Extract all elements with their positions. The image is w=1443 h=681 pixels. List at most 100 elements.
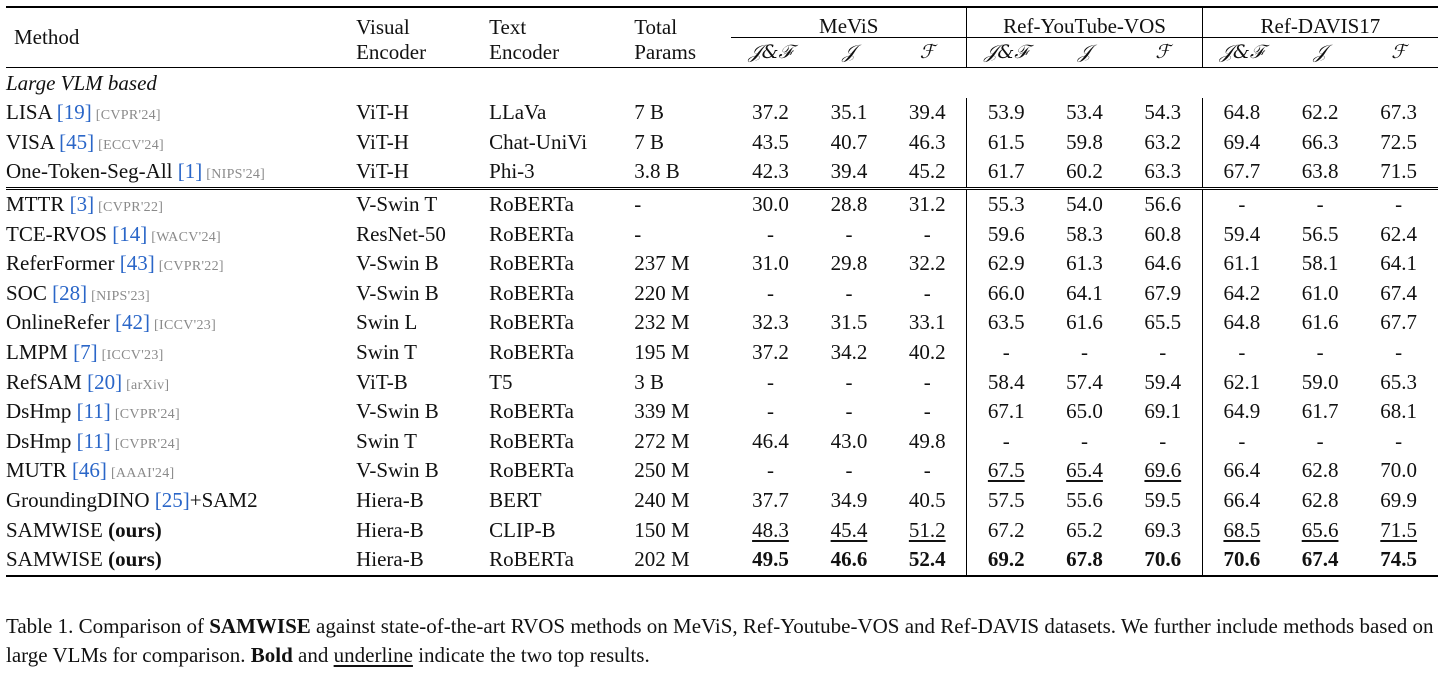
value-text: 61.6 <box>1066 310 1103 335</box>
venue-tag: [WACV'24] <box>151 229 222 245</box>
section-label: Large VLM <box>6 70 103 95</box>
value-cell: 56.5 <box>1281 219 1360 249</box>
value-text: 65.5 <box>1144 310 1182 335</box>
citation-link[interactable]: [43] <box>119 251 155 276</box>
value-cell: 72.5 <box>1359 128 1438 158</box>
value-cell: 69.1 <box>1124 397 1203 427</box>
value-text: - <box>1238 192 1246 217</box>
value-cell: - <box>888 397 967 427</box>
value-text: 58.4 <box>987 369 1025 394</box>
citation-link[interactable]: [28] <box>52 280 88 305</box>
method-cell: SAMWISE (ours) <box>6 545 356 575</box>
visual-cell: V-Swin B <box>356 399 439 424</box>
value-text: - <box>1002 428 1010 453</box>
value-cell: 67.8 <box>1045 545 1124 575</box>
citation-link[interactable]: [19] <box>56 100 92 125</box>
visual-cell: Hiera-B <box>356 488 424 513</box>
citation-link[interactable]: [45] <box>59 129 95 154</box>
method-suffix: +SAM2 <box>189 488 258 513</box>
caption-text-1: Comparison of <box>78 614 204 638</box>
value-text: 32.3 <box>752 310 789 335</box>
citation-link[interactable]: [11] <box>76 428 111 453</box>
params-cell: 7 B <box>634 100 664 125</box>
citation-link[interactable]: [20] <box>87 369 123 394</box>
visual-cell: ResNet-50 <box>356 221 446 246</box>
bottom-rule <box>6 573 1438 577</box>
value-cell: 54.0 <box>1045 190 1124 220</box>
citation-link[interactable]: [42] <box>115 310 151 335</box>
value-cell: 31.2 <box>888 190 967 220</box>
value-text: 31.5 <box>830 310 868 335</box>
value-text: 56.5 <box>1301 221 1339 246</box>
text-cell: RoBERTa <box>489 310 574 335</box>
value-cell: - <box>810 367 889 397</box>
group-ref-davis17: Ref-DAVIS17 <box>1201 8 1438 38</box>
citation-link[interactable]: [46] <box>71 458 107 483</box>
value-text: 59.5 <box>1144 488 1182 513</box>
params-cell: 220 M <box>634 280 690 305</box>
citation-link[interactable]: [7] <box>73 340 98 365</box>
method-name: RefSAM <box>6 369 82 394</box>
value-cell: - <box>1201 426 1281 457</box>
value-text: 62.8 <box>1301 458 1339 483</box>
value-cell: - <box>810 397 889 427</box>
table-row: TCE-RVOS [14] [WACV'24] ResNet-50 RoBERTa - -… <box>6 219 1438 249</box>
metric-header: ℱ <box>1391 41 1407 63</box>
text-cell: RoBERTa <box>489 428 574 453</box>
citation-link[interactable]: [3] <box>69 192 95 217</box>
value-cell: - <box>1201 337 1281 368</box>
value-text: 61.7 <box>987 159 1025 184</box>
venue-tag: [CVPR'24] <box>114 407 180 423</box>
text-header-1: Text <box>489 14 527 39</box>
value-text: 59.4 <box>1223 221 1261 246</box>
value-cell: 70.0 <box>1359 456 1438 486</box>
table-row: SAMWISE (ours) Hiera-B CLIP-B 150 M 48.3 45.4… <box>6 515 1438 545</box>
value-text: 58.1 <box>1301 251 1339 276</box>
venue-tag: [CVPR'22] <box>158 259 224 275</box>
venue-tag: [ECCV'24] <box>98 137 164 153</box>
table-row: VISA [45] [ECCV'24] ViT-H Chat-UniVi 7 B 43.5… <box>6 127 1438 158</box>
value-text: - <box>1159 428 1167 453</box>
value-cell: 61.5 <box>966 127 1046 158</box>
visual-cell: ViT-H <box>356 159 409 184</box>
value-cell: 61.6 <box>1281 308 1360 338</box>
citation-link[interactable]: [25] <box>154 488 190 513</box>
value-cell: 64.2 <box>1201 278 1281 309</box>
table-row: DsHmp [11] [CVPR'24] V-Swin B RoBERTa 339 M-… <box>6 396 1438 427</box>
value-cell: - <box>888 219 967 249</box>
value-text: 74.5 <box>1380 547 1418 572</box>
value-text: 65.6 <box>1301 517 1339 542</box>
value-text: 63.2 <box>1144 129 1182 154</box>
value-text: 61.5 <box>987 129 1025 154</box>
value-cell: 61.0 <box>1281 279 1360 309</box>
value-cell: 59.8 <box>1045 128 1124 158</box>
value-cell: 59.5 <box>1124 486 1203 516</box>
value-cell: 57.5 <box>966 485 1046 516</box>
citation-link[interactable]: [14] <box>112 221 148 246</box>
method-cell: GroundingDINO [25]+SAM2 <box>6 486 356 516</box>
text-cell: CLIP-B <box>489 517 556 542</box>
method-cell: DsHmp [11] [CVPR'24] <box>6 397 356 427</box>
params-cell: - <box>634 221 642 246</box>
value-text: 37.7 <box>752 488 789 513</box>
params-cell: 339 M <box>634 399 690 424</box>
method-cell: OnlineRefer [42] [ICCV'23] <box>6 308 356 338</box>
visual-cell: ViT-B <box>356 369 408 394</box>
citation-link[interactable]: [1] <box>177 159 203 184</box>
value-text: 32.2 <box>908 251 946 276</box>
method-name: GroundingDINO <box>6 488 150 513</box>
value-text: 68.5 <box>1223 517 1261 542</box>
value-text: - <box>923 221 931 246</box>
value-text: 39.4 <box>908 100 946 125</box>
value-text: 34.9 <box>830 488 868 513</box>
value-text: 37.2 <box>752 100 789 125</box>
method-cell: LMPM [7] [ICCV'23] <box>6 338 356 368</box>
value-cell: - <box>810 219 889 249</box>
value-text: - <box>1316 428 1324 453</box>
value-text: 59.4 <box>1144 369 1182 394</box>
method-cell: MUTR [46] [AAAI'24] <box>6 456 356 486</box>
group-mevis: MeViS <box>731 8 967 38</box>
value-text: 63.5 <box>987 310 1025 335</box>
text-cell: BERT <box>489 488 542 513</box>
citation-link[interactable]: [11] <box>76 399 111 424</box>
